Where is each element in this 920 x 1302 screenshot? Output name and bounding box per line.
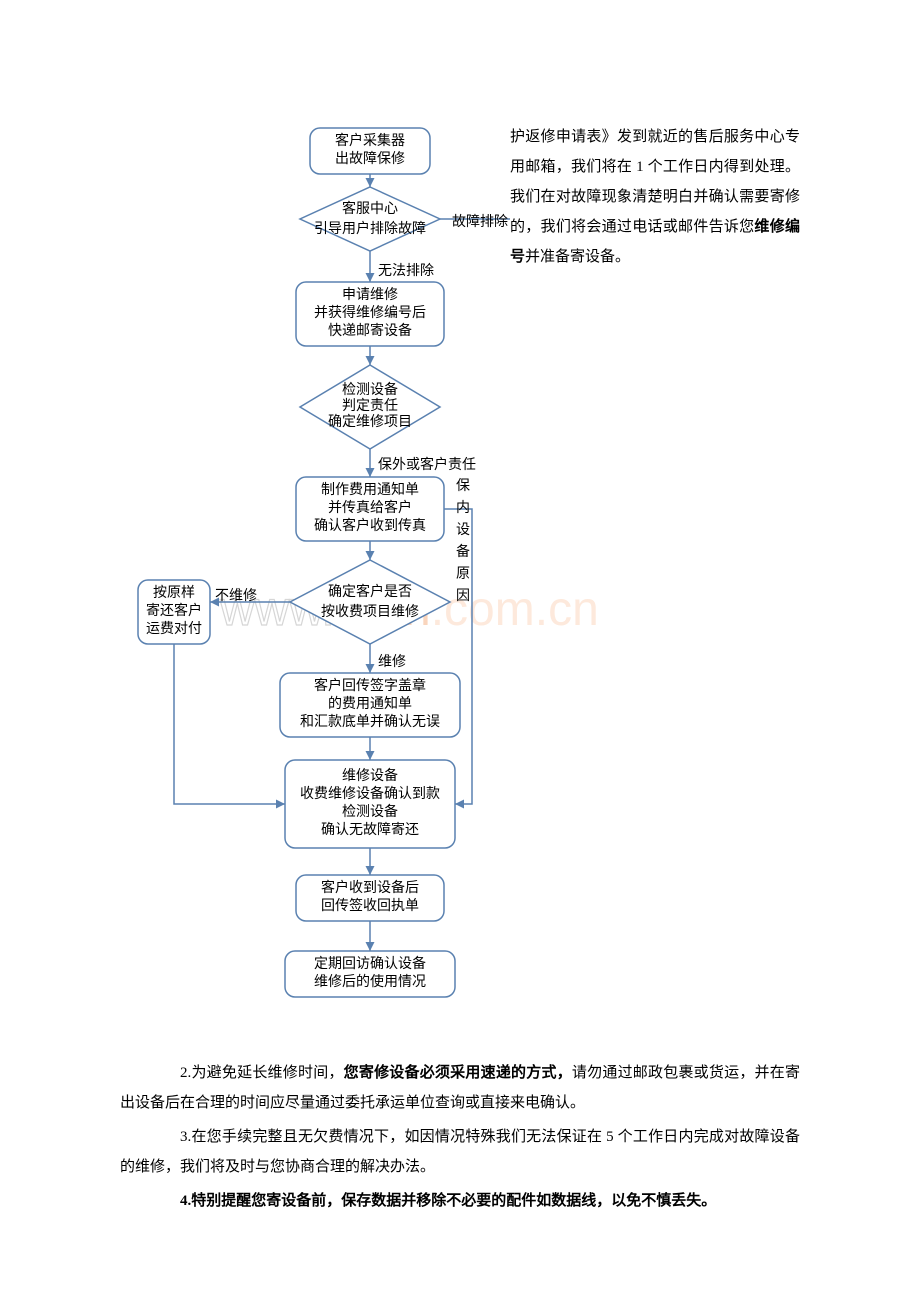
- svg-text:确定客户是否: 确定客户是否: [328, 583, 412, 600]
- svg-text:制作费用通知单: 制作费用通知单: [321, 481, 419, 498]
- svg-text:设: 设: [456, 522, 470, 538]
- svg-text:快递邮寄设备: 快递邮寄设备: [328, 322, 412, 339]
- svg-text:并传真给客户: 并传真给客户: [328, 499, 412, 516]
- svg-text:备: 备: [456, 543, 470, 560]
- svg-text:不维修: 不维修: [215, 588, 257, 604]
- bottom-paragraph-3: 3.在您手续完整且无欠费情况下，如因情况特殊我们无法保证在 5 个工作日内完成对…: [120, 1122, 800, 1182]
- svg-text:按原样: 按原样: [153, 585, 195, 601]
- svg-text:确认客户收到传真: 确认客户收到传真: [314, 517, 426, 534]
- bottom-paragraph-2-part-1: 您寄修设备必须采用速递的方式，: [344, 1065, 572, 1081]
- svg-text:保外或客户责任: 保外或客户责任: [378, 456, 476, 473]
- svg-text:因: 因: [456, 589, 470, 604]
- svg-text:故障排除: 故障排除: [452, 214, 508, 230]
- svg-text:维修后的使用情况: 维修后的使用情况: [314, 973, 426, 990]
- svg-text:客户回传签字盖章: 客户回传签字盖章: [314, 677, 426, 694]
- bottom-paragraph-3-part-0: 3.在您手续完整且无欠费情况下，如因情况特殊我们无法保证在 5 个工作日内完成对…: [120, 1129, 800, 1175]
- svg-text:的费用通知单: 的费用通知单: [328, 695, 412, 712]
- svg-text:维修: 维修: [378, 654, 406, 670]
- svg-text:确认无故障寄还: 确认无故障寄还: [321, 821, 419, 838]
- side-paragraph-post: 并准备寄设备。: [525, 249, 630, 265]
- svg-text:无法排除: 无法排除: [378, 263, 434, 279]
- svg-text:检测设备: 检测设备: [342, 381, 398, 398]
- bottom-paragraphs: 2.为避免延长维修时间，您寄修设备必须采用速递的方式，请勿通过邮政包裹或货运，并…: [120, 1058, 800, 1220]
- svg-text:收费维修设备确认到款: 收费维修设备确认到款: [300, 785, 440, 802]
- svg-text:客户采集器: 客户采集器: [335, 132, 405, 149]
- svg-text:维修设备: 维修设备: [342, 767, 398, 784]
- svg-text:客户收到设备后: 客户收到设备后: [321, 879, 419, 896]
- svg-text:运费对付: 运费对付: [146, 621, 202, 637]
- svg-text:检测设备: 检测设备: [342, 803, 398, 820]
- svg-text:确定维修项目: 确定维修项目: [328, 414, 412, 430]
- bottom-paragraph-2: 2.为避免延长维修时间，您寄修设备必须采用速递的方式，请勿通过邮政包裹或货运，并…: [120, 1058, 800, 1118]
- svg-text:客服中心: 客服中心: [342, 200, 398, 217]
- bottom-paragraph-4: 4.特别提醒您寄设备前，保存数据并移除不必要的配件如数据线，以免不慎丢失。: [120, 1186, 800, 1216]
- svg-text:申请维修: 申请维修: [342, 287, 398, 303]
- side-paragraph: 护返修申请表》发到就近的售后服务中心专用邮箱，我们将在 1 个工作日内得到处理。…: [510, 122, 800, 272]
- svg-text:引导用户排除故障: 引导用户排除故障: [314, 220, 426, 237]
- svg-text:和汇款底单并确认无误: 和汇款底单并确认无误: [300, 714, 440, 730]
- bottom-paragraph-4-part-0: 4.特别提醒您寄设备前，保存数据并移除不必要的配件如数据线，以免不慎丢失。: [180, 1193, 716, 1209]
- svg-text:按收费项目维修: 按收费项目维修: [321, 604, 419, 620]
- flow-node-n6: [290, 560, 450, 644]
- svg-text:寄还客户: 寄还客户: [146, 602, 202, 619]
- svg-text:保: 保: [456, 478, 470, 494]
- svg-text:判定责任: 判定责任: [342, 398, 398, 414]
- flow-node-n2: [300, 187, 440, 251]
- svg-text:出故障保修: 出故障保修: [335, 151, 405, 167]
- svg-text:内: 内: [456, 500, 470, 516]
- svg-text:回传签收回执单: 回传签收回执单: [321, 897, 419, 914]
- svg-text:并获得维修编号后: 并获得维修编号后: [314, 304, 426, 321]
- svg-text:原: 原: [456, 567, 470, 582]
- bottom-paragraph-2-part-0: 2.为避免延长维修时间，: [180, 1065, 344, 1081]
- svg-text:定期回访确认设备: 定期回访确认设备: [314, 955, 426, 972]
